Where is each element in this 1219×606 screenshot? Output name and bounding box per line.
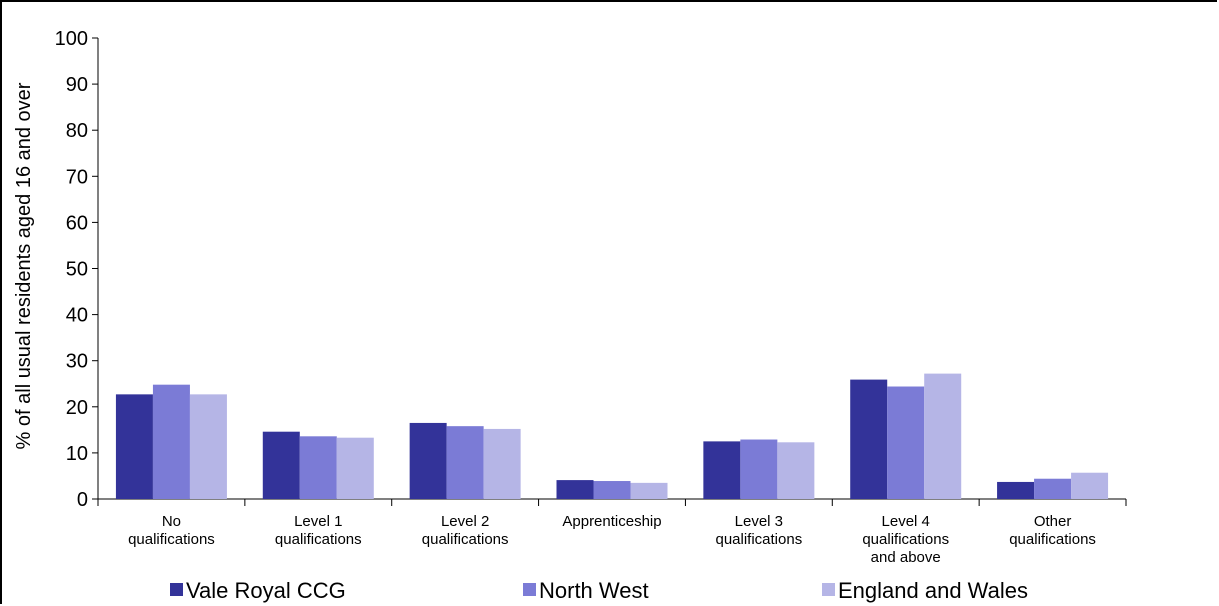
bar-north-west <box>887 386 925 499</box>
x-tick-label: No qualifications <box>128 513 215 548</box>
y-axis-label: % of all usual residents aged 16 and ove… <box>13 82 35 449</box>
bar-north-west <box>1034 478 1072 499</box>
legend-swatch <box>822 583 835 596</box>
bar-north-west <box>593 481 631 499</box>
bar-north-west <box>299 436 337 499</box>
legend-label: North West <box>539 578 649 603</box>
y-axis: 0 10 20 30 40 50 60 70 80 90 100 <box>55 28 99 511</box>
bars <box>115 373 1109 499</box>
bar-england-and-wales <box>924 373 962 499</box>
bar-vale-royal-ccg <box>703 441 741 499</box>
bar-england-and-wales <box>336 437 374 499</box>
x-tick-label: Apprenticeship <box>562 513 661 530</box>
bar-vale-royal-ccg <box>997 481 1035 499</box>
bar-north-west <box>740 439 778 499</box>
legend-label: Vale Royal CCG <box>186 578 346 603</box>
bar-north-west <box>152 384 190 499</box>
y-tick-label: 30 <box>66 351 88 373</box>
legend-swatch <box>170 583 183 596</box>
y-tick-label: 0 <box>77 489 88 511</box>
y-tick-label: 100 <box>55 28 88 50</box>
bar-vale-royal-ccg <box>262 431 300 499</box>
x-tick-label: Level 4 qualifications and above <box>862 513 949 566</box>
bar-vale-royal-ccg <box>409 422 447 499</box>
y-tick-label: 60 <box>66 212 88 234</box>
bar-vale-royal-ccg <box>556 480 594 499</box>
legend-label: England and Wales <box>838 578 1028 603</box>
y-tick-label: 90 <box>66 74 88 96</box>
legend-swatch <box>523 583 536 596</box>
bar-england-and-wales <box>189 394 227 499</box>
bar-england-and-wales <box>483 428 521 499</box>
bar-england-and-wales <box>630 482 668 499</box>
bar-england-and-wales <box>1071 472 1109 499</box>
y-tick-label: 40 <box>66 305 88 327</box>
y-tick-label: 50 <box>66 259 88 281</box>
bar-vale-royal-ccg <box>115 394 153 499</box>
legend: Vale Royal CCG North West England and Wale… <box>170 578 1028 603</box>
y-tick-label: 80 <box>66 120 88 142</box>
x-axis: No qualifications Level 1 qualifications Lev… <box>97 498 1127 566</box>
x-tick-label: Level 3 qualifications <box>715 513 802 548</box>
y-tick-label: 70 <box>66 166 88 188</box>
y-tick-label: 20 <box>66 397 88 419</box>
y-tick-label: 10 <box>66 443 88 465</box>
bar-north-west <box>446 426 484 499</box>
x-tick-label: Other qualifications <box>1009 513 1096 548</box>
bar-england-and-wales <box>777 442 815 499</box>
x-tick-label: Level 1 qualifications <box>275 513 362 548</box>
bar-vale-royal-ccg <box>850 379 888 499</box>
x-tick-label: Level 2 qualifications <box>422 513 509 548</box>
